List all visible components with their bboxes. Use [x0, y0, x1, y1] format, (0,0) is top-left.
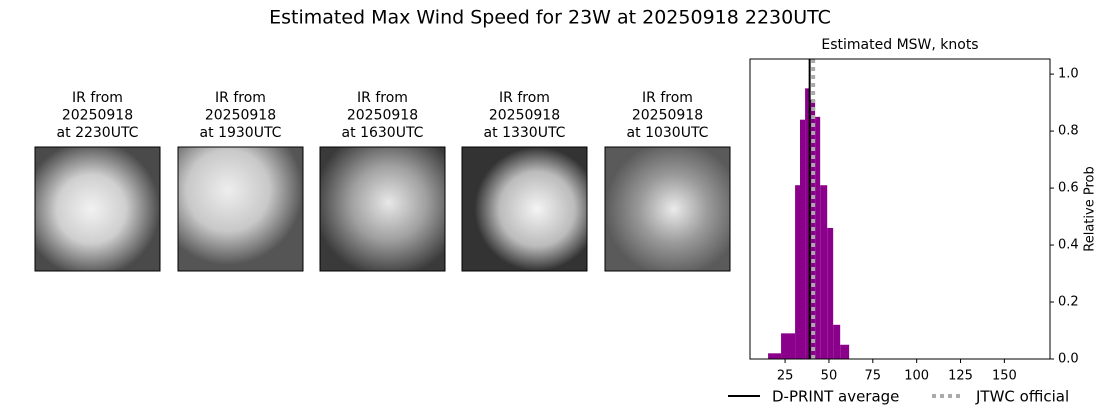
y-tick-label: 0.6 — [1058, 181, 1079, 196]
hist-bar — [768, 353, 782, 359]
hist-bar — [840, 344, 850, 359]
panel-caption: 20250918 — [62, 108, 133, 124]
panel-caption: 20250918 — [632, 108, 703, 124]
ir-image — [319, 146, 446, 272]
panel-caption: at 1630UTC — [342, 125, 424, 141]
y-axis-label: Relative Prob — [1083, 166, 1098, 251]
hist-bar — [827, 227, 834, 359]
hist-bar — [833, 324, 841, 359]
x-tick-label: 125 — [948, 369, 973, 384]
panel-caption: at 1330UTC — [484, 125, 566, 141]
ir-image — [177, 146, 304, 272]
x-tick-label: 25 — [777, 369, 794, 384]
y-tick-label: 0.2 — [1058, 295, 1079, 310]
panel-caption: 20250918 — [205, 108, 276, 124]
panel-caption: 20250918 — [489, 108, 560, 124]
x-tick-label: 100 — [904, 369, 929, 384]
legend-label: JTWC official — [975, 388, 1069, 406]
panel-caption: at 1930UTC — [200, 125, 282, 141]
hist-bar — [820, 185, 828, 359]
panel-caption: IR from — [499, 90, 550, 106]
plot-frame — [749, 58, 1051, 360]
panel-caption: at 1030UTC — [627, 125, 709, 141]
y-tick-label: 0.4 — [1058, 238, 1079, 253]
x-tick-label: 50 — [821, 369, 838, 384]
x-tick-label: 75 — [865, 369, 882, 384]
hist-bar — [795, 185, 800, 359]
hist-bar — [800, 119, 806, 359]
panel-caption: 20250918 — [347, 108, 418, 124]
y-tick-label: 0.0 — [1058, 352, 1079, 367]
panel-caption: IR from — [357, 90, 408, 106]
ir-image — [34, 146, 161, 272]
figure-title: Estimated Max Wind Speed for 23W at 2025… — [269, 7, 831, 29]
panel-caption: IR from — [215, 90, 266, 106]
hist-bar — [815, 116, 821, 360]
panel-caption: at 2230UTC — [57, 125, 139, 141]
y-tick-label: 1.0 — [1058, 67, 1079, 82]
legend-label: D-PRINT average — [772, 388, 899, 406]
y-tick-label: 0.8 — [1058, 124, 1079, 139]
panel-caption: IR from — [72, 90, 123, 106]
panel-caption: IR from — [642, 90, 693, 106]
x-tick-label: 150 — [992, 369, 1017, 384]
hist-bar — [781, 333, 796, 359]
ir-image — [604, 146, 731, 272]
ir-image — [461, 146, 588, 272]
hist-bar — [805, 88, 810, 359]
chart-title: Estimated MSW, knots — [821, 37, 978, 53]
